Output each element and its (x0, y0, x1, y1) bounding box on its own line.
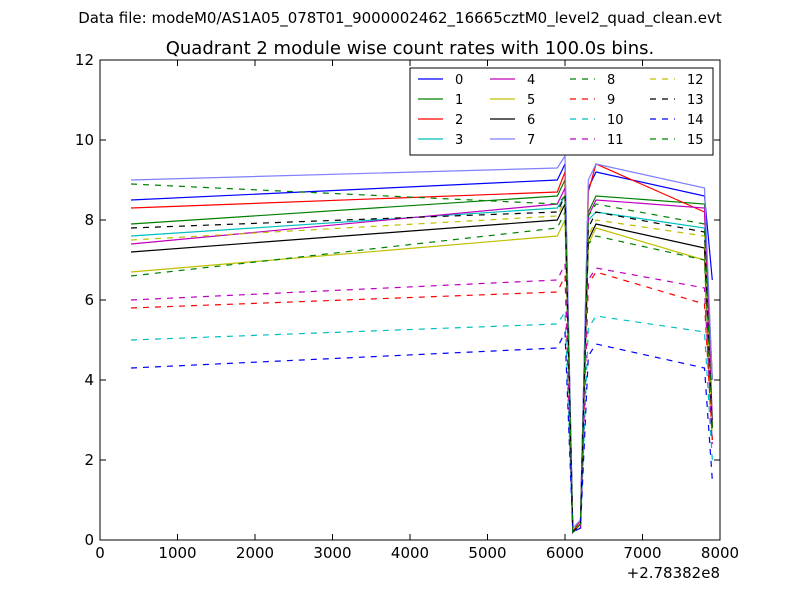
series-15-line (130, 183, 713, 534)
legend-label-14: 14 (687, 113, 704, 128)
series-1-line (130, 179, 713, 534)
x-tick-label: 1000 (158, 544, 196, 562)
y-tick-label: 10 (75, 131, 94, 149)
legend-label-13: 13 (687, 93, 704, 108)
legend-label-8: 8 (607, 73, 615, 88)
legend-frame (409, 67, 714, 156)
x-tick-label: 3000 (313, 544, 351, 562)
y-tick-label: 0 (84, 531, 94, 549)
series-13-line (130, 195, 713, 534)
legend-label-4: 4 (527, 73, 535, 88)
series-9-line (130, 271, 713, 533)
suptitle: Data file: modeM0/AS1A05_078T01_90000024… (78, 9, 722, 28)
series-10-line (130, 310, 713, 533)
y-tick-label: 8 (84, 211, 94, 229)
y-tick-label: 12 (75, 51, 94, 69)
legend-label-11: 11 (607, 133, 624, 148)
series-layer (130, 154, 713, 534)
legend-label-2: 2 (455, 113, 463, 128)
x-tick-label: 6000 (546, 544, 584, 562)
ticks-layer: 0 1000 2000 3000 4000 5000 6000 7000 80000246810… (75, 51, 739, 562)
legend-label-15: 15 (687, 133, 704, 148)
x-tick-label: 5000 (468, 544, 506, 562)
series-5-line (130, 219, 713, 534)
y-tick-label: 4 (84, 371, 94, 389)
legend-label-5: 5 (527, 93, 535, 108)
x-tick-label: 2000 (236, 544, 274, 562)
chart-title: Quadrant 2 module wise count rates with … (166, 38, 655, 59)
series-6-line (130, 203, 713, 534)
x-tick-label: 7000 (623, 544, 661, 562)
x-tick-label: 4000 (391, 544, 429, 562)
legend-label-7: 7 (527, 133, 535, 148)
x-tick-label: 8000 (701, 544, 739, 562)
legend-label-0: 0 (455, 73, 463, 88)
series-4-line (130, 187, 713, 534)
legend-label-3: 3 (455, 133, 463, 148)
series-7-line (130, 154, 713, 530)
series-2-line (130, 163, 713, 534)
y-tick-label: 2 (84, 451, 94, 469)
series-12-line (130, 199, 713, 534)
series-14-line (130, 331, 713, 533)
legend-label-6: 6 (527, 113, 535, 128)
legend-label-10: 10 (607, 113, 624, 128)
x-tick-label: 0 (95, 544, 105, 562)
legend-label-1: 1 (455, 93, 463, 108)
x-offset-label: +2.78382e8 (627, 564, 720, 582)
series-0-line (130, 163, 713, 534)
y-tick-label: 6 (84, 291, 94, 309)
legend-label-12: 12 (687, 73, 704, 88)
legend-label-9: 9 (607, 93, 615, 108)
series-8-line (130, 211, 713, 534)
